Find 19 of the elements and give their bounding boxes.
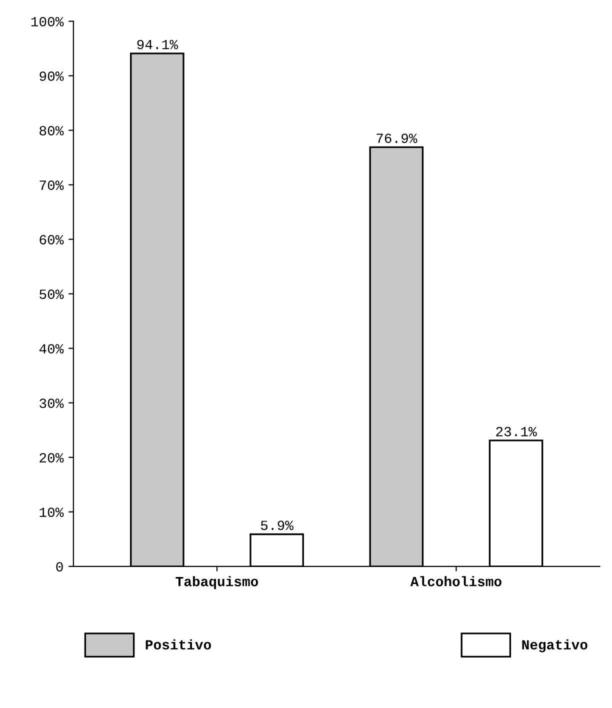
y-tick-label: 20% [40,453,64,463]
y-tick-label: 100% [31,16,64,26]
x-tick-label: Tabaquismo [176,576,258,590]
data-label: 23.1% [496,426,537,436]
y-tick-label: 0 [56,562,63,572]
y-tick-label: 10% [40,508,64,518]
y-tick-label: 60% [40,235,64,244]
legend-label: Positivo [146,639,211,650]
y-tick-label: 80% [40,126,64,136]
y-tick-label: 50% [40,290,64,299]
data-label: 5.9% [260,520,294,530]
y-tick-label: 30% [40,398,64,408]
y-tick-label: 70% [40,180,64,190]
x-tick-label: Alcoholismo [410,576,502,586]
data-label: 94.1% [137,40,178,50]
y-tick-label: 40% [39,344,64,354]
data-label: 76.9% [376,134,418,144]
y-tick-label: 90% [40,72,64,81]
legend-label: Negativo [522,639,588,652]
